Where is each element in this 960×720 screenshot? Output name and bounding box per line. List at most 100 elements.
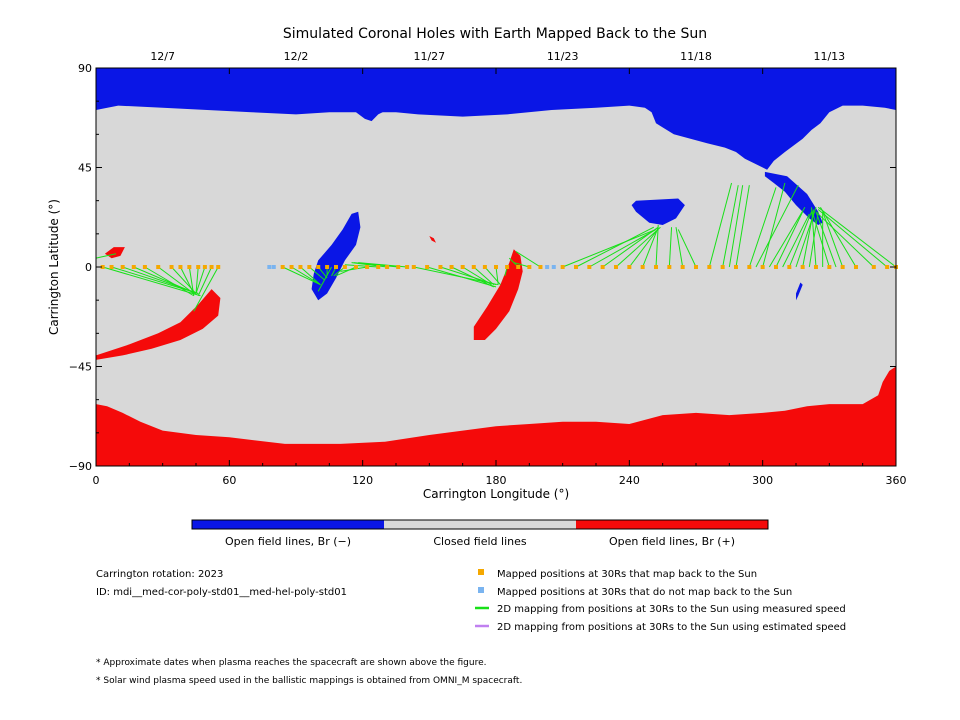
mapping-line-56 xyxy=(762,182,786,268)
mapped-point-41 xyxy=(587,265,592,269)
mapping-line-46 xyxy=(628,231,657,268)
mapped-point-44 xyxy=(627,265,632,269)
x-tick-label-300: 300 xyxy=(752,474,773,487)
top-date-label-4: 11/18 xyxy=(680,50,712,63)
mapping-line-41 xyxy=(562,228,657,268)
mapping-line-9 xyxy=(195,266,199,294)
mapped-point-26 xyxy=(405,265,410,269)
mapped-point-37 xyxy=(527,265,532,269)
model-id: ID: mdi__med-cor-poly-std01__med-hel-pol… xyxy=(96,587,347,598)
mapping-line-42 xyxy=(575,226,655,268)
mapped-point-5 xyxy=(156,265,161,269)
mapping-line-53 xyxy=(722,185,739,268)
x-tick-label-240: 240 xyxy=(619,474,640,487)
mapping-line-67 xyxy=(728,185,744,268)
mapped-point-25 xyxy=(396,265,401,269)
mapped-positions xyxy=(100,265,898,269)
mapped-point-43 xyxy=(614,265,618,269)
x-tick-label-0: 0 xyxy=(93,474,100,487)
mapped-point-53 xyxy=(747,265,752,269)
mapped-point-34 xyxy=(494,265,498,269)
mapped-point-61 xyxy=(854,265,858,269)
colorbar: Open field lines, Br (−) Closed field li… xyxy=(191,519,769,548)
region-positive-5 xyxy=(96,366,896,466)
mapped-point-17 xyxy=(316,265,321,269)
y-tick-label-0: 0 xyxy=(85,261,92,274)
mapping-line-69 xyxy=(768,207,806,268)
mapped-point-63 xyxy=(885,265,890,269)
mapped-point-29 xyxy=(438,265,443,269)
carrington-rotation: Carrington rotation: 2023 xyxy=(96,569,223,580)
top-date-label-3: 11/23 xyxy=(547,50,579,63)
mapped-point-3 xyxy=(131,265,136,269)
mapping-line-16 xyxy=(300,266,321,286)
legend-marker-unmapped xyxy=(478,587,484,593)
mapping-line-44 xyxy=(602,226,659,268)
legend-label-mapped: Mapped positions at 30Rs that map back t… xyxy=(497,569,757,580)
mapping-line-50 xyxy=(675,227,684,268)
mapping-line-3 xyxy=(133,266,197,294)
region-negative-4 xyxy=(796,282,803,301)
region-negative-1 xyxy=(764,171,823,225)
mapping-line-47 xyxy=(642,227,659,268)
mapping-line-11 xyxy=(197,266,213,296)
region-negative-2 xyxy=(631,198,685,225)
colorbar-label-negative: Open field lines, Br (−) xyxy=(225,535,351,548)
mapped-point-6 xyxy=(169,265,174,269)
top-date-label-5: 11/13 xyxy=(813,50,845,63)
mapped-point-18 xyxy=(325,265,330,269)
mapped-point-50 xyxy=(707,265,712,269)
mapping-line-52 xyxy=(708,182,733,268)
mapped-point-47 xyxy=(667,265,672,269)
colorbar-positive xyxy=(576,520,768,529)
mapped-point-19 xyxy=(334,265,338,269)
mapping-line-65 xyxy=(817,209,888,268)
mapping-line-63 xyxy=(820,207,857,268)
region-positive-7 xyxy=(473,249,523,340)
legend-label-unmapped: Mapped positions at 30Rs that do not map… xyxy=(497,587,792,598)
mapped-point-13 xyxy=(280,265,285,269)
mapped-point-4 xyxy=(142,265,147,269)
region-negative-3 xyxy=(311,211,361,301)
unmapped-point-0 xyxy=(267,265,272,269)
mapping-line-51 xyxy=(677,229,697,268)
mapped-point-30 xyxy=(449,265,454,269)
mapped-point-42 xyxy=(600,265,605,269)
mapped-point-27 xyxy=(411,265,416,269)
top-date-axis: 12/7 12/2 11/27 11/23 11/18 11/13 xyxy=(150,50,845,63)
mapping-line-70 xyxy=(782,213,810,268)
mapped-point-62 xyxy=(871,265,876,269)
unmapped-point-1 xyxy=(271,265,276,269)
mapping-line-14 xyxy=(282,266,321,286)
mapped-point-10 xyxy=(202,265,207,269)
mapped-point-31 xyxy=(460,265,465,269)
mapping-line-54 xyxy=(735,185,750,268)
mapping-lines xyxy=(95,182,897,312)
x-tick-label-360: 360 xyxy=(886,474,907,487)
mapping-line-43 xyxy=(589,228,657,268)
mapping-line-72 xyxy=(808,211,819,268)
mapped-point-0 xyxy=(100,265,105,269)
map-plot-area xyxy=(95,67,898,467)
mapping-line-61 xyxy=(811,209,830,268)
region-negative-0 xyxy=(96,68,896,170)
mapped-point-58 xyxy=(814,265,818,269)
mapped-point-59 xyxy=(827,265,832,269)
y-axis-ticks: −90 −45 0 45 90 xyxy=(69,62,896,473)
legend-marker-mapped xyxy=(478,569,484,575)
mapped-point-33 xyxy=(482,265,487,269)
colorbar-label-positive: Open field lines, Br (+) xyxy=(609,535,735,548)
mapped-point-57 xyxy=(800,265,805,269)
mapped-point-8 xyxy=(187,265,192,269)
mapped-point-11 xyxy=(209,265,214,269)
y-axis-label: Carrington Latitude (°) xyxy=(47,199,61,335)
mapping-line-15 xyxy=(291,266,321,286)
mapping-line-74 xyxy=(815,211,837,268)
mapping-line-5 xyxy=(157,266,195,294)
mapping-line-0 xyxy=(102,266,201,297)
mapped-point-35 xyxy=(505,265,510,269)
legend-label-measured: 2D mapping from positions at 30Rs to the… xyxy=(497,604,846,615)
unmapped-point-2 xyxy=(545,265,550,269)
mapping-line-34 xyxy=(473,266,495,286)
